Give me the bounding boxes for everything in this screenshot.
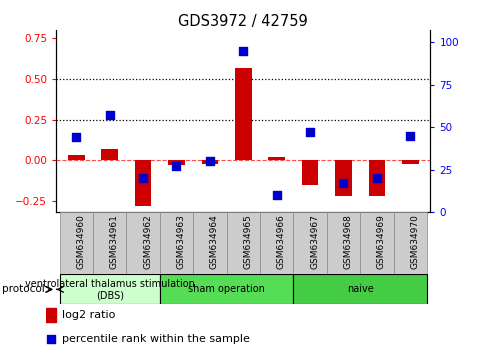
Text: GSM634961: GSM634961 [109, 214, 119, 269]
Text: GSM634965: GSM634965 [243, 214, 252, 269]
Bar [368, 160, 385, 196]
Bar [135, 160, 151, 206]
Bar [234, 68, 251, 160]
Text: ventrolateral thalamus stimulation
(DBS): ventrolateral thalamus stimulation (DBS) [25, 279, 194, 300]
Bar [60, 274, 160, 304]
Point [272, 193, 280, 198]
Text: protocol: protocol [2, 284, 45, 295]
Bar [93, 212, 126, 274]
Bar [160, 274, 293, 304]
Text: sham operation: sham operation [188, 284, 264, 295]
Bar [293, 212, 326, 274]
Bar [268, 157, 285, 160]
Bar [260, 212, 293, 274]
Text: naive: naive [346, 284, 373, 295]
Point [239, 48, 246, 53]
Point [72, 135, 80, 140]
Point [339, 181, 346, 186]
Bar [126, 212, 160, 274]
Bar [401, 160, 418, 164]
Point [372, 176, 380, 181]
Text: GSM634964: GSM634964 [209, 214, 219, 269]
Bar [301, 160, 318, 185]
Bar [360, 212, 393, 274]
Text: GSM634969: GSM634969 [376, 214, 385, 269]
Point [105, 113, 113, 118]
Point [139, 176, 147, 181]
Bar [60, 212, 93, 274]
Bar [334, 160, 351, 196]
Text: GSM634963: GSM634963 [176, 214, 185, 269]
Text: GSM634967: GSM634967 [309, 214, 319, 269]
Bar [168, 160, 184, 165]
Text: GSM634968: GSM634968 [343, 214, 352, 269]
Text: GSM634960: GSM634960 [76, 214, 85, 269]
Title: GDS3972 / 42759: GDS3972 / 42759 [178, 14, 307, 29]
Point [305, 130, 313, 135]
Point [406, 133, 413, 138]
Text: GSM634962: GSM634962 [143, 214, 152, 269]
Bar [68, 155, 84, 160]
Bar [326, 212, 360, 274]
Bar [101, 149, 118, 160]
Point [205, 159, 213, 164]
Bar [193, 212, 226, 274]
Text: GSM634966: GSM634966 [276, 214, 285, 269]
Point [47, 336, 55, 342]
Bar [46, 308, 56, 322]
Bar [201, 160, 218, 164]
Text: GSM634970: GSM634970 [409, 214, 418, 269]
Bar [393, 212, 426, 274]
Bar [293, 274, 426, 304]
Point [172, 164, 180, 169]
Bar [160, 212, 193, 274]
Bar [226, 212, 260, 274]
Text: log2 ratio: log2 ratio [61, 310, 115, 320]
Text: percentile rank within the sample: percentile rank within the sample [61, 334, 249, 344]
